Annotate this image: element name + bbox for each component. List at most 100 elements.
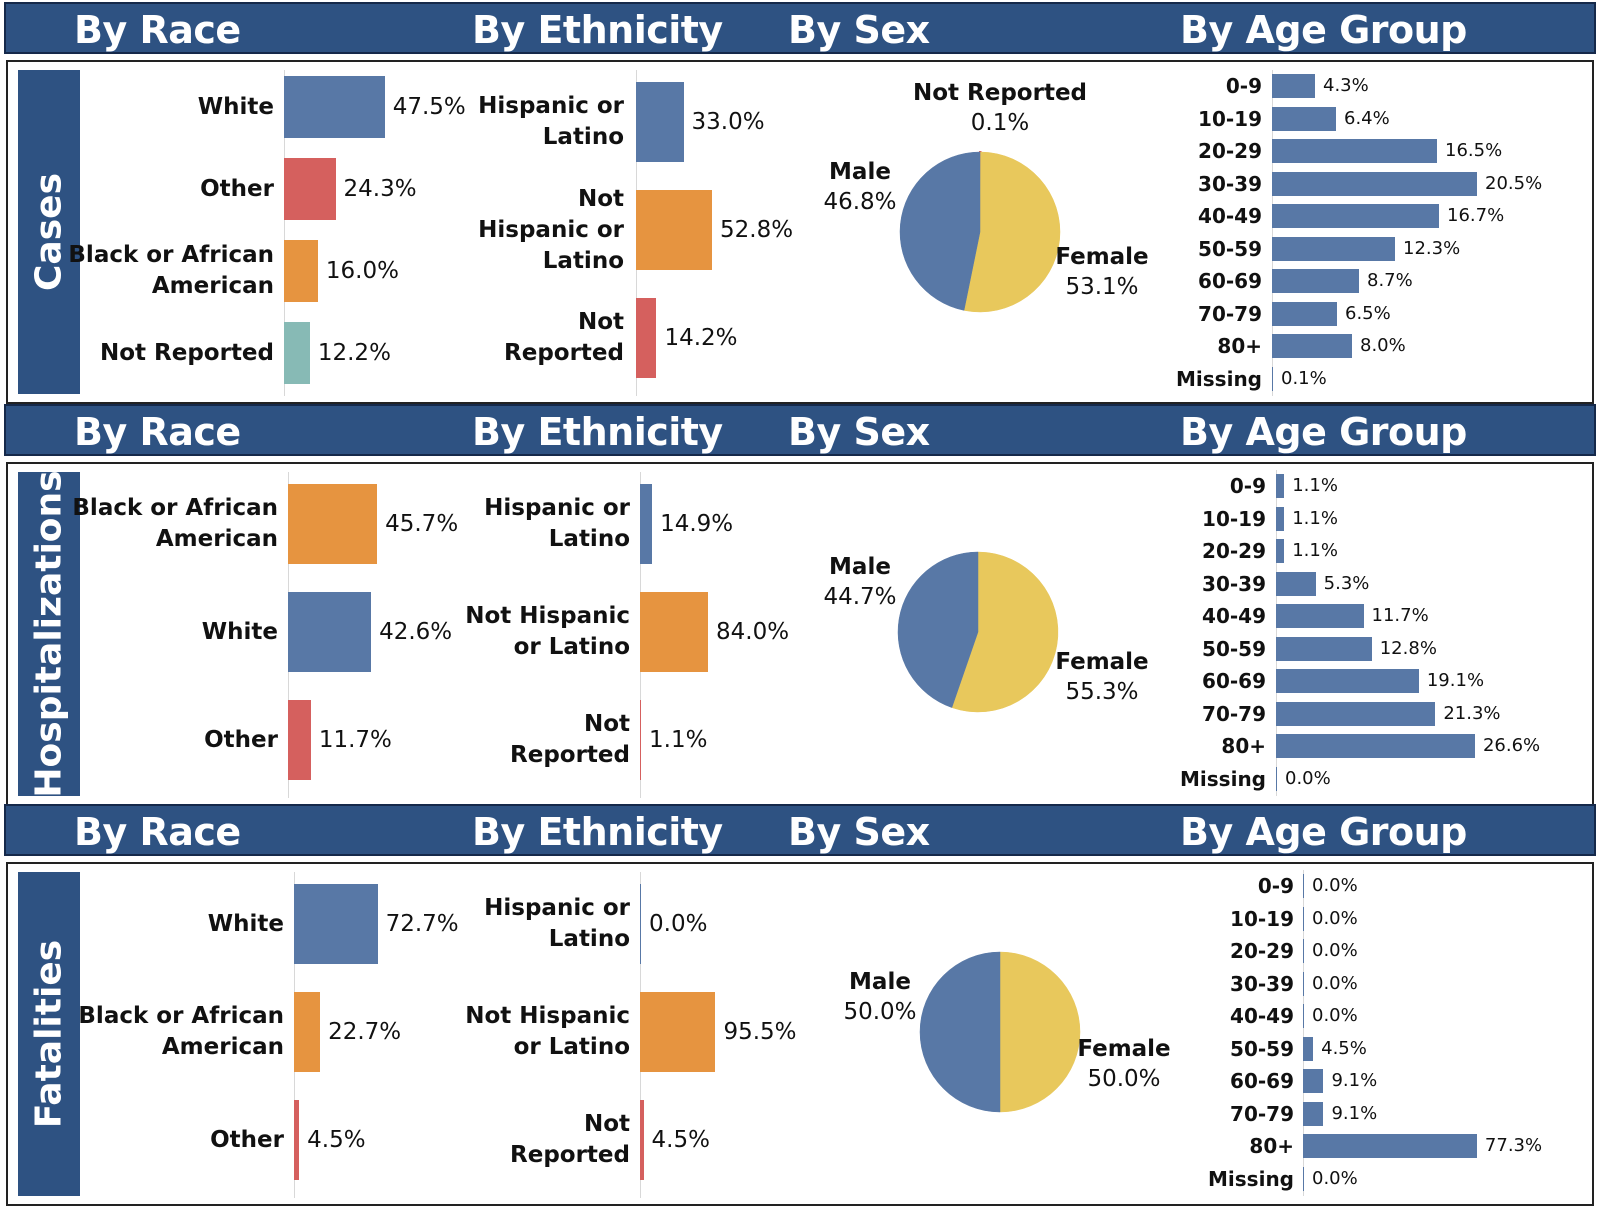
header-title-sex: By Sex [788,410,930,454]
ethnicity-value-label: 84.0% [716,619,790,645]
header-title-sex: By Sex [788,810,930,854]
race-value-label: 4.5% [307,1127,366,1153]
age-category-label: 70-79 [1202,701,1266,726]
pie-slice-female [999,951,1081,1113]
age-value-label: 0.0% [1312,875,1358,896]
ethnicity-bar [636,82,684,162]
race-category-label: Other [200,175,274,202]
pie-slice-male [897,551,979,708]
race-category-label: Black or African American [72,495,278,552]
ethnicity-category-label: Hispanic or Latino [484,895,630,952]
section-fatalities: By Race By Ethnicity By Sex By Age Group Fat… [0,804,1600,1206]
race-value-label: 42.6% [379,619,453,645]
age-category-label: 50-59 [1202,636,1266,661]
ethnicity-bar [640,592,709,672]
pie-label-value: 53.1% [1065,274,1139,300]
race-value-label: 22.7% [328,1019,402,1045]
pie-label-not-reported: Not Reported 0.1% [900,78,1100,138]
age-category-label: 10-19 [1202,506,1266,531]
ethnicity-category-label: Not Hispanic or Latino [478,185,624,274]
age-category-label: 0-9 [1229,474,1266,498]
pie-label-female: Female 50.0% [1024,1034,1224,1094]
section-body: Fatalities White 72.7% Black or African Ame… [6,862,1594,1206]
age-category-label: 20-29 [1230,939,1294,963]
age-value-label: 77.3% [1484,1135,1543,1156]
race-category-label: Black or African American [68,242,274,299]
age-category-label: 40-49 [1198,204,1262,228]
age-category-label: 0-9 [1257,874,1294,898]
age-value-label: 9.1% [1331,1070,1378,1091]
age-bar [1303,971,1304,996]
age-category-label: Missing [1176,366,1262,391]
race-value-label: 11.7% [318,727,392,753]
header-title-sex: By Sex [788,8,930,52]
race-axis-line [284,70,285,396]
age-value-label: 5.3% [1323,572,1370,594]
age-axis-line [1303,870,1304,1196]
header-title-age: By Age Group [1180,410,1467,454]
age-axis-line [1276,470,1277,796]
section-header-bar: By Race By Ethnicity By Sex By Age Group [4,804,1596,856]
age-bar [1272,139,1437,163]
age-category-label: 40-49 [1230,1004,1294,1028]
age-bar [1272,171,1477,196]
section-header-bar: By Race By Ethnicity By Sex By Age Group [4,404,1596,456]
race-bar [284,240,318,302]
ethnicity-category-label: Hispanic or Latino [478,93,624,150]
race-value-label: 47.5% [392,94,466,120]
age-category-label: 70-79 [1230,1101,1294,1126]
ethnicity-category-label: Not Hispanic or Latino [465,603,630,660]
race-value-label: 12.2% [317,340,391,366]
pie-label-name: Male [829,159,891,185]
age-value-label: 12.8% [1379,637,1437,659]
age-bar [1276,539,1285,563]
header-title-race: By Race [74,810,241,854]
section-hospitalizations: By Race By Ethnicity By Sex By Age Group Hos… [0,404,1600,806]
sex-pie-chart [919,951,1081,1113]
pie-label-female: Female 55.3% [1002,647,1202,707]
pie-label-female: Female 53.1% [1002,242,1202,302]
age-value-label: 0.0% [1312,940,1358,961]
section-side-label: Fatalities [18,872,80,1196]
age-category-label: 50-59 [1198,236,1262,261]
pie-label-value: 0.1% [970,110,1030,136]
pie-label-name: Male [849,969,911,995]
age-category-label: 40-49 [1202,604,1266,628]
age-value-label: 9.1% [1331,1102,1378,1124]
age-bar [1272,106,1336,131]
ethnicity-bar [640,700,641,780]
age-bar [1303,1069,1324,1093]
race-bar [288,592,372,672]
age-category-label: 30-39 [1202,571,1266,596]
age-value-label: 0.0% [1312,1005,1358,1026]
race-category-label: White [207,910,284,937]
age-bar [1276,766,1277,791]
age-category-label: 80+ [1249,1134,1294,1158]
age-value-label: 6.5% [1345,302,1391,324]
sex-pie-chart [899,150,1061,313]
pie-label-name: Female [1055,649,1149,675]
ethnicity-value-label: 4.5% [651,1127,710,1153]
age-value-label: 0.0% [1285,767,1331,789]
section-header-bar: By Race By Ethnicity By Sex By Age Group [4,2,1596,54]
age-category-label: 10-19 [1230,906,1294,931]
age-category-label: 30-39 [1230,971,1294,996]
age-bar [1272,236,1395,261]
ethnicity-value-label: 95.5% [723,1019,797,1045]
age-value-label: 21.3% [1443,702,1501,724]
race-value-label: 24.3% [343,176,417,202]
pie-slice-male [919,951,1001,1113]
pie-label-name: Female [1055,244,1149,270]
header-title-age: By Age Group [1180,8,1467,52]
race-category-label: White [197,93,274,120]
pie-label-name: Female [1077,1036,1171,1062]
age-category-label: 10-19 [1198,106,1262,131]
age-bar [1303,874,1304,898]
ethnicity-value-label: 0.0% [649,911,708,937]
age-value-label: 16.5% [1445,140,1503,161]
age-bar [1272,301,1337,326]
age-category-label: 80+ [1217,334,1262,358]
pie-label-male: Male 50.0% [780,967,980,1027]
ethnicity-bar [636,190,713,270]
pie-slice-female [963,151,1061,313]
